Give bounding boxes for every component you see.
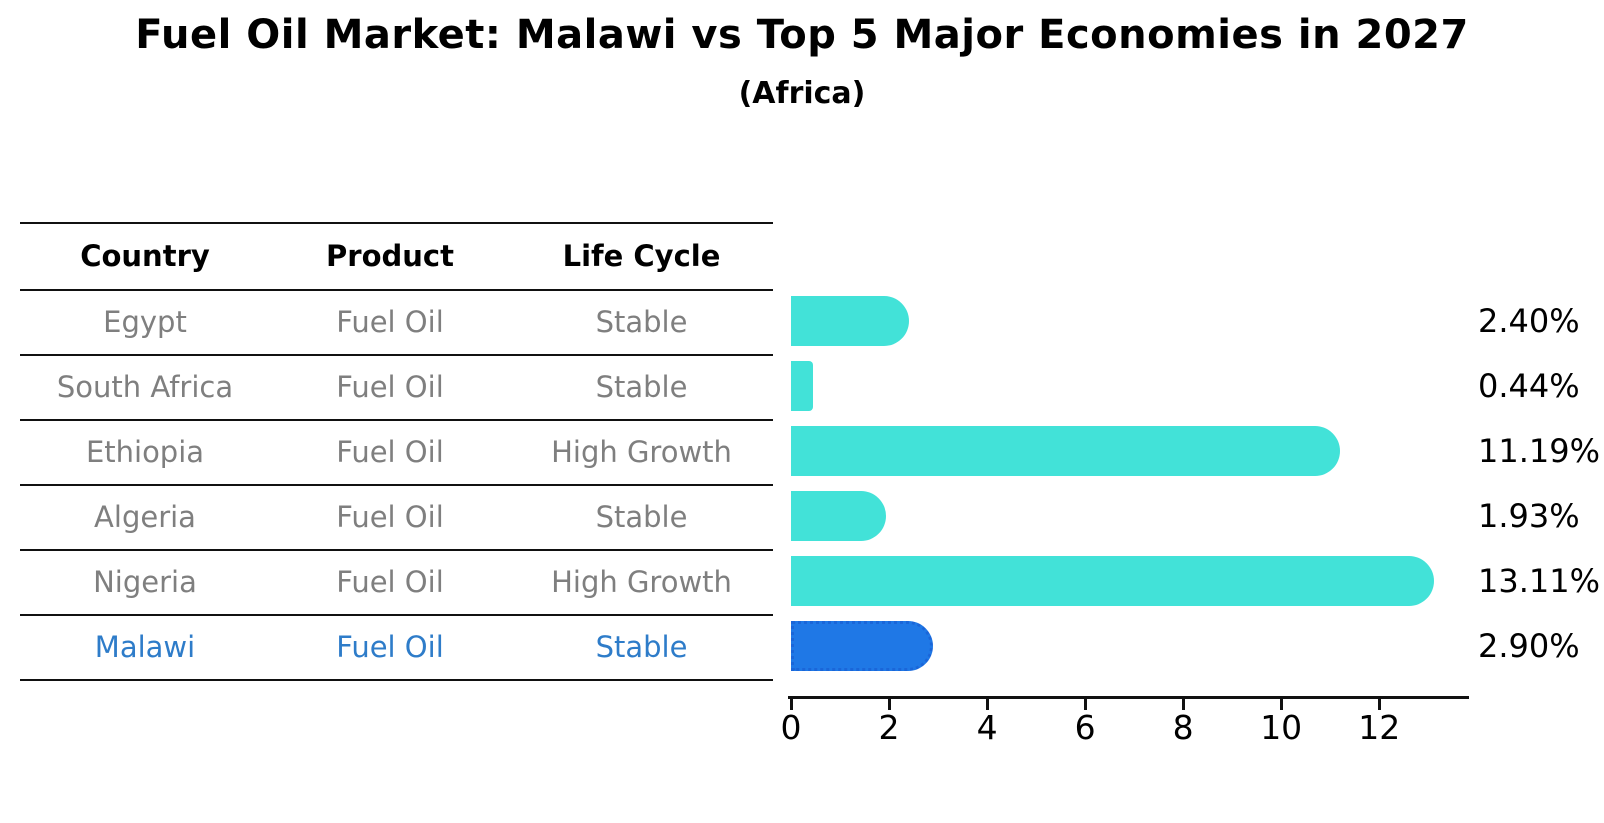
bar-nigeria	[791, 556, 1434, 606]
bar-malawi-highlight	[791, 621, 934, 671]
table-grid-line	[20, 614, 773, 616]
cell-country: Malawi	[94, 629, 196, 664]
bar-value-label: 2.90%	[1478, 627, 1580, 665]
bar-egypt	[791, 296, 909, 346]
cell-life-cycle: Stable	[595, 629, 688, 664]
cell-product: Fuel Oil	[336, 629, 444, 664]
cell-country: Algeria	[94, 499, 196, 534]
bar-algeria	[791, 491, 886, 541]
cell-product: Fuel Oil	[336, 304, 444, 339]
table-top-line	[20, 222, 773, 224]
chart-subtitle: (Africa)	[738, 76, 866, 111]
x-axis-tick-mark	[888, 699, 892, 710]
table-row: Algeria Fuel Oil Stable	[20, 484, 773, 549]
table-bottom-line	[20, 679, 773, 681]
table-header-line	[20, 289, 773, 291]
cell-life-cycle: High Growth	[551, 434, 732, 469]
table-grid-line	[20, 484, 773, 486]
column-header-life-cycle: Life Cycle	[562, 238, 721, 273]
bar-value-label: 0.44%	[1478, 367, 1580, 405]
chart-title: Fuel Oil Market: Malawi vs Top 5 Major E…	[135, 12, 1469, 58]
cell-life-cycle: Stable	[595, 499, 688, 534]
x-axis-tick-label: 2	[878, 708, 900, 747]
table-grid-line	[20, 549, 773, 551]
table-row: Egypt Fuel Oil Stable	[20, 289, 773, 354]
x-axis-tick-mark	[1280, 699, 1284, 710]
table-row: South Africa Fuel Oil Stable	[20, 354, 773, 419]
cell-life-cycle: Stable	[595, 304, 688, 339]
x-axis-tick-label: 4	[976, 708, 998, 747]
chart-row-nigeria: 13.11%	[791, 549, 1604, 614]
cell-country: Egypt	[103, 304, 187, 339]
chart-row-algeria: 1.93%	[791, 484, 1604, 549]
chart-row-egypt: 2.40%	[791, 289, 1604, 354]
x-axis-line	[788, 696, 1469, 699]
x-axis-tick-label: 0	[780, 708, 802, 747]
table-row-malawi-highlight: Malawi Fuel Oil Stable	[20, 614, 773, 679]
cell-country: Nigeria	[93, 564, 197, 599]
table-header-row: Country Product Life Cycle	[20, 222, 773, 289]
x-axis-tick-label: 6	[1074, 708, 1096, 747]
table-row: Ethiopia Fuel Oil High Growth	[20, 419, 773, 484]
chart-row-south-africa: 0.44%	[791, 354, 1604, 419]
cell-product: Fuel Oil	[336, 499, 444, 534]
comparison-table: Country Product Life Cycle Egypt Fuel Oi…	[20, 222, 773, 679]
x-axis-tick-mark	[986, 699, 990, 710]
table-row: Nigeria Fuel Oil High Growth	[20, 549, 773, 614]
table-grid-line	[20, 354, 773, 356]
x-axis-tick-label: 8	[1172, 708, 1194, 747]
x-axis-tick-mark	[790, 699, 793, 710]
cell-product: Fuel Oil	[336, 434, 444, 469]
table-grid-line	[20, 419, 773, 421]
bar-value-label: 13.11%	[1478, 562, 1601, 600]
column-header-product: Product	[326, 238, 454, 273]
x-axis-tick-mark	[1084, 699, 1088, 710]
column-header-country: Country	[80, 238, 210, 273]
chart-row-ethiopia: 11.19%	[791, 419, 1604, 484]
bar-ethiopia	[791, 426, 1340, 476]
cell-life-cycle: Stable	[595, 369, 688, 404]
cell-country: South Africa	[56, 369, 234, 404]
cell-product: Fuel Oil	[336, 369, 444, 404]
chart-row-malawi: 2.90%	[791, 614, 1604, 679]
cell-country: Ethiopia	[85, 434, 205, 469]
bar-value-label: 2.40%	[1478, 302, 1580, 340]
bar-value-label: 1.93%	[1478, 497, 1580, 535]
x-axis-tick-label: 12	[1358, 708, 1401, 747]
bar-south-africa	[791, 361, 813, 411]
cell-life-cycle: High Growth	[551, 564, 732, 599]
x-axis-tick-mark	[1378, 699, 1382, 710]
x-axis-tick-mark	[1182, 699, 1186, 710]
bar-value-label: 11.19%	[1478, 432, 1601, 470]
x-axis-tick-label: 10	[1260, 708, 1303, 747]
cell-product: Fuel Oil	[336, 564, 444, 599]
